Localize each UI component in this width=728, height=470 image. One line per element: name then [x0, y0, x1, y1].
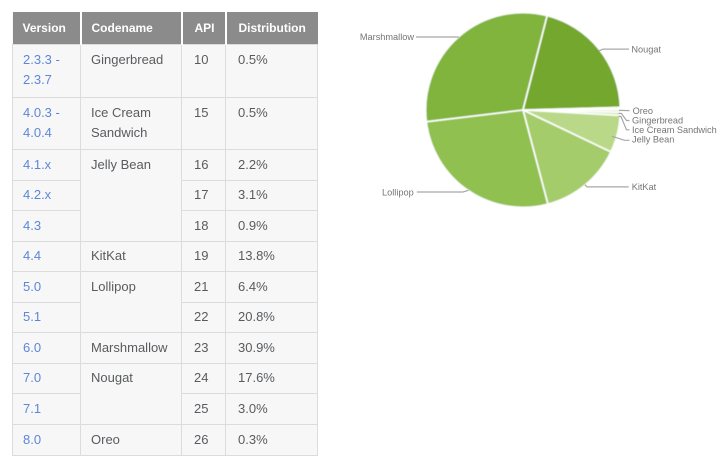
svg-text:Jelly Bean: Jelly Bean — [632, 135, 674, 145]
svg-text:Marshmallow: Marshmallow — [360, 32, 414, 42]
svg-text:Oreo: Oreo — [633, 106, 653, 116]
svg-text:Gingerbread: Gingerbread — [632, 116, 683, 126]
svg-text:KitKat: KitKat — [632, 182, 657, 192]
svg-text:Ice Cream Sandwich: Ice Cream Sandwich — [632, 125, 717, 135]
svg-text:Nougat: Nougat — [631, 45, 661, 55]
svg-text:Lollipop: Lollipop — [382, 188, 414, 198]
